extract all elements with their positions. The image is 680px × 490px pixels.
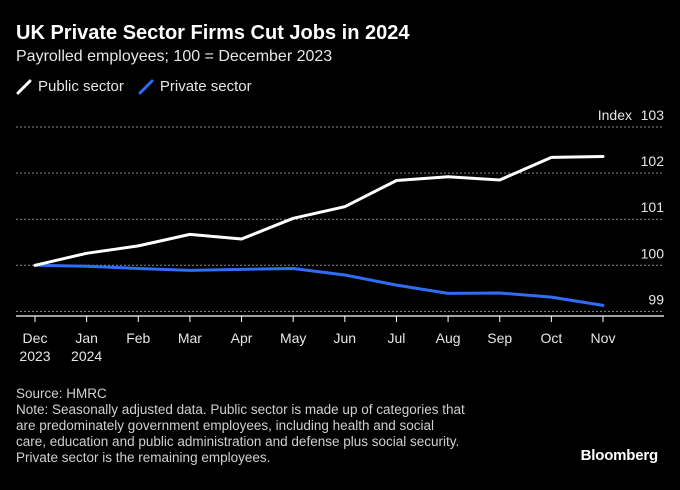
note-line-1: Note: Seasonally adjusted data. Public s…	[16, 402, 465, 417]
x-tick-label-8: Aug	[436, 330, 461, 346]
legend-swatch-public-sector-icon	[16, 79, 32, 94]
note-line-2: are predominately government employees, …	[16, 418, 434, 433]
note-line-3: care, education and public administratio…	[16, 434, 460, 449]
legend-item-public-sector: Public sector	[16, 78, 124, 95]
legend-label-private-sector: Private sector	[159, 78, 252, 95]
source-note: Source: HMRC	[16, 386, 107, 401]
x-tick-label-2: Feb	[126, 330, 150, 346]
x-tick-label-6: Jun	[334, 330, 357, 346]
y-tick-label-100: 100	[641, 245, 665, 261]
chart-title: UK Private Sector Firms Cut Jobs in 2024	[16, 22, 410, 44]
x-tick-label-1: Jan 2024	[71, 330, 102, 364]
x-tick-label-11: Nov	[591, 330, 616, 346]
y-tick-label-102: 102	[641, 153, 665, 169]
legend-item-private-sector: Private sector	[138, 78, 252, 95]
chart-footer: Source: HMRC Note: Seasonally adjusted d…	[16, 386, 556, 466]
chart-subtitle: Payrolled employees; 100 = December 2023	[16, 48, 333, 65]
x-tick-label-5: May	[280, 330, 306, 346]
y-axis-unit-label: Index	[598, 107, 632, 123]
x-tick-label-7: Jul	[388, 330, 406, 346]
x-tick-label-9: Sep	[487, 330, 512, 346]
x-tick-label-3: Mar	[178, 330, 202, 346]
x-tick-label-4: Apr	[231, 330, 253, 346]
legend-label-public-sector: Public sector	[38, 78, 124, 95]
series-line-private-sector	[33, 263, 605, 307]
legend-swatch-private-sector-icon	[138, 79, 154, 94]
series-line-public-sector	[33, 155, 605, 267]
bloomberg-logo: Bloomberg	[580, 447, 659, 464]
y-tick-label-101: 101	[641, 199, 665, 215]
x-tick-label-10: Oct	[540, 330, 562, 346]
y-tick-label-99: 99	[648, 291, 664, 307]
chart-legend: Public sector Private sector	[16, 78, 266, 95]
x-tick-label-0: Dec 2023	[19, 330, 50, 364]
y-tick-label-103: 103	[641, 107, 665, 123]
note-line-4: Private sector is the remaining employee…	[16, 450, 271, 465]
